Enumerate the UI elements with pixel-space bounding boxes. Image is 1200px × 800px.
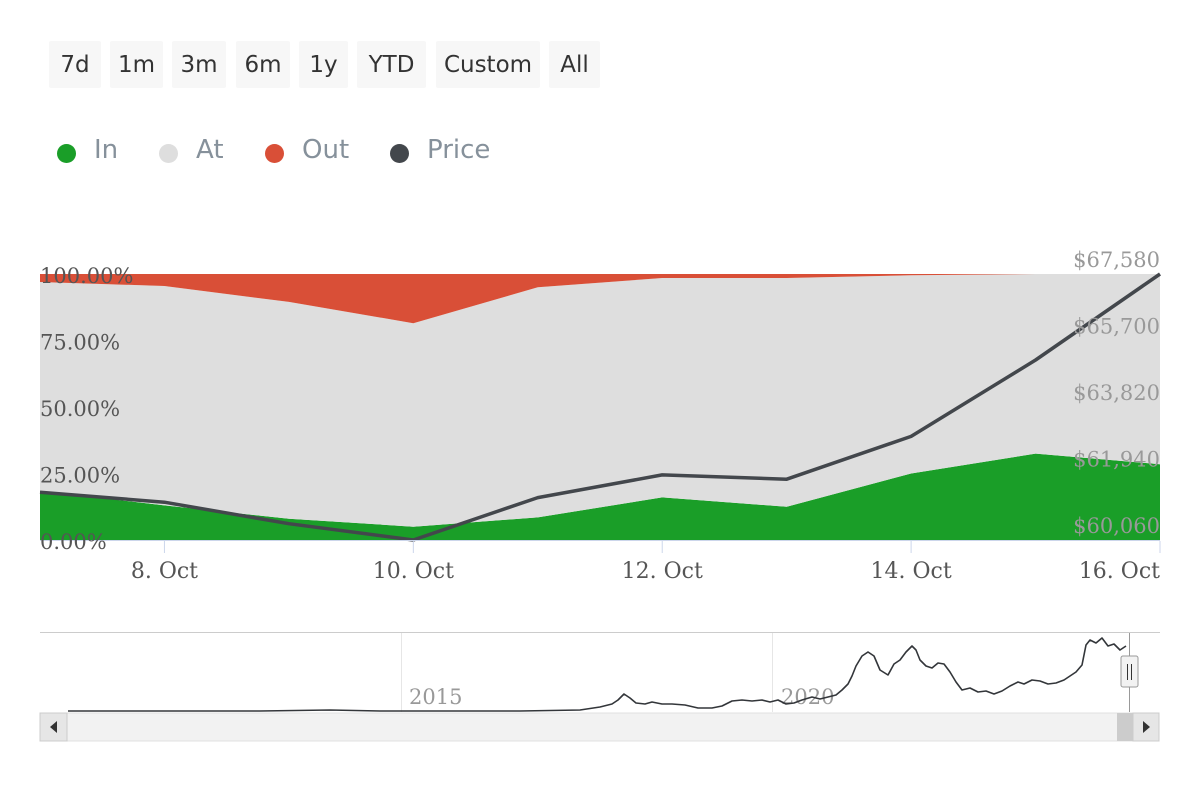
range-button-1m[interactable]: 1m — [110, 41, 163, 88]
y-axis-right-label: $67,580 — [1073, 248, 1160, 272]
legend-item-at[interactable]: At — [152, 131, 236, 171]
range-button-6m[interactable]: 6m — [236, 41, 290, 88]
legend-label: In — [94, 135, 119, 165]
area-series-in — [40, 453, 1160, 540]
y-axis-left-label: 50.00% — [40, 397, 120, 421]
y-axis-left-label: 25.00% — [40, 464, 120, 488]
y-axis-right-label: $63,820 — [1073, 381, 1160, 405]
legend-label: Out — [302, 135, 350, 165]
navigator-series — [68, 637, 1127, 712]
y-axis-left-label: 75.00% — [40, 331, 120, 355]
y-axis-right-label: $60,060 — [1073, 514, 1160, 538]
navigator-x-label: 2015 — [409, 685, 462, 709]
x-axis-label: 14. Oct — [871, 559, 952, 584]
scroll-left-button[interactable] — [39, 712, 68, 742]
price-line — [39, 272, 1161, 542]
main-chart: 8. Oct 10. Oct 12. Oct 14. Oct 16. Oct 0.00% 2… — [39, 248, 1161, 584]
navigator-scrollbar-track[interactable] — [39, 712, 1160, 742]
legend-label: Price — [427, 135, 491, 165]
navigator-handle[interactable] — [1120, 655, 1139, 688]
arrow-right-icon — [1143, 721, 1150, 733]
legend-item-price[interactable]: Price — [383, 131, 503, 171]
navigator-x-label: 2020 — [781, 685, 834, 709]
range-button-all[interactable]: All — [549, 41, 600, 88]
legend-item-in[interactable]: In — [50, 131, 130, 171]
legend-dot-icon — [57, 144, 76, 163]
x-axis-label: 10. Oct — [373, 559, 454, 584]
y-axis-left-label: 100.00% — [40, 264, 133, 288]
legend-dot-icon — [390, 144, 409, 163]
navigator-scrollbar-thumb[interactable] — [1117, 713, 1133, 741]
arrow-left-icon — [50, 721, 57, 733]
x-axis-label: 12. Oct — [622, 559, 703, 584]
y-axis-right-label: $61,940 — [1073, 448, 1160, 472]
range-button-custom[interactable]: Custom — [436, 41, 540, 88]
legend-dot-icon — [265, 144, 284, 163]
area-series-at — [40, 274, 1160, 527]
scroll-right-button[interactable] — [1132, 712, 1160, 742]
range-button-1y[interactable]: 1y — [299, 41, 348, 88]
x-axis-label: 8. Oct — [131, 559, 198, 584]
range-button-3m[interactable]: 3m — [172, 41, 226, 88]
legend-label: At — [196, 135, 224, 165]
legend-dot-icon — [159, 144, 178, 163]
area-series-out — [40, 274, 1160, 324]
range-button-ytd[interactable]: YTD — [357, 41, 426, 88]
x-axis-label: 16. Oct — [1079, 559, 1160, 584]
range-button-7d[interactable]: 7d — [49, 41, 101, 88]
y-axis-right-label: $65,700 — [1073, 315, 1160, 339]
y-axis-left-label: 0.00% — [40, 530, 107, 554]
legend-item-out[interactable]: Out — [258, 131, 358, 171]
